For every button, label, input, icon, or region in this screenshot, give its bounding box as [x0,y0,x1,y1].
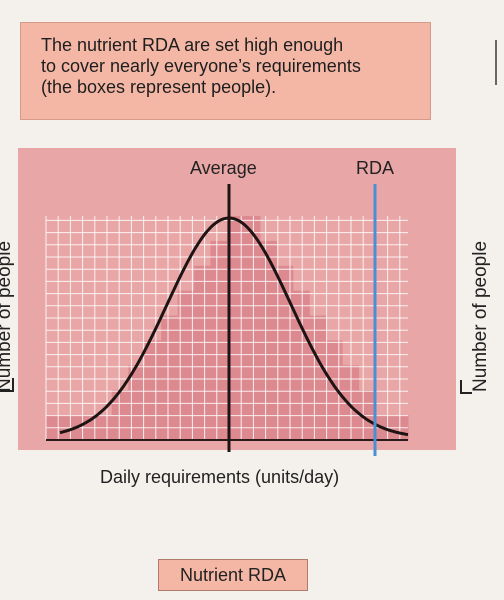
histogram-cells [46,216,409,440]
histogram-column [292,290,310,440]
histogram-column [243,216,261,440]
info-callout: The nutrient RDA are set high enough to … [20,22,431,120]
y-axis-label: Number of people [0,240,15,392]
histogram-column [128,365,146,440]
histogram-column [161,315,179,440]
histogram-column [276,265,294,440]
histogram-grid [45,216,408,441]
histogram-column [259,240,277,440]
next-diagram-panel [460,187,504,397]
nutrient-rda-tag: Nutrient RDA [158,559,308,591]
average-label: Average [190,158,257,178]
x-axis-label: Daily requirements (units/day) [100,467,340,487]
page-divider [495,40,497,85]
histogram-column [309,315,327,440]
callout-line-2: to cover nearly everyone’s requirements [41,56,361,76]
callout-line-3: (the boxes represent people). [41,77,277,97]
histogram-column [194,265,212,440]
right-axis-corner [460,380,472,394]
histogram-column [325,340,343,440]
callout-line-1: The nutrient RDA are set high enough [41,35,344,55]
histogram-column [177,290,195,440]
histogram-column [210,240,228,440]
distribution-curve [59,216,409,437]
histogram-column [144,340,162,440]
right-y-axis-label: Number of people [470,240,491,392]
axis-corner [0,378,14,392]
histogram-column [227,216,244,440]
rda-label: RDA [356,158,395,178]
